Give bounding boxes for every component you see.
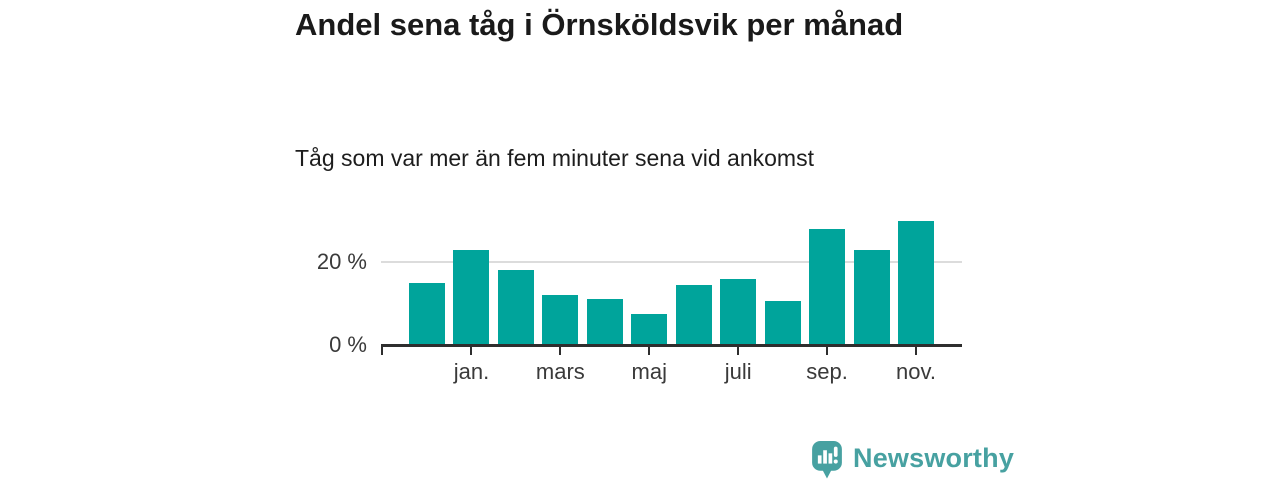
x-tick-label-maj: maj <box>631 359 667 384</box>
x-tick-juli <box>737 347 740 355</box>
x-tick-sep <box>826 347 829 355</box>
x-tick-jan <box>470 347 473 355</box>
bar-okt <box>853 249 890 345</box>
bar-april <box>586 299 623 345</box>
newsworthy-wordmark: Newsworthy <box>853 443 1015 473</box>
x-tick-label-mars: mars <box>535 359 585 384</box>
x-tick-label-sep: sep. <box>806 359 848 384</box>
x-tick-maj <box>648 347 651 355</box>
x-axis-line <box>381 344 962 347</box>
bar-jan <box>453 249 490 345</box>
newsworthy-logo: Newsworthy <box>812 441 1014 479</box>
bar-dec <box>409 282 445 345</box>
plot-area <box>381 210 962 345</box>
chart-subtitle: Tåg som var mer än fem minuter sena vid … <box>295 145 814 171</box>
x-tick-mars <box>559 347 562 355</box>
bar-mars <box>542 295 579 345</box>
y-tick-label-20: 20 % <box>316 249 367 274</box>
gridline-20 <box>381 261 962 263</box>
bar-maj <box>631 313 668 345</box>
bar-sep <box>809 228 846 345</box>
y-tick-label-0: 0 % <box>329 332 367 357</box>
x-axis-ticks: jan. mars maj juli sep. nov. <box>381 347 962 392</box>
newsworthy-chart-bubble-icon <box>812 441 842 479</box>
x-axis-origin-tick <box>381 347 383 355</box>
x-tick-label-jan: jan. <box>453 359 490 384</box>
chart-title: Andel sena tåg i Örnsköldsvik per månad <box>295 7 904 42</box>
bar-nov <box>898 220 934 345</box>
bar-juni <box>675 284 712 345</box>
bar-aug <box>764 301 801 345</box>
bar-juli <box>720 278 757 345</box>
x-tick-nov <box>915 347 917 355</box>
x-tick-label-nov: nov. <box>896 359 936 384</box>
bar-feb <box>497 270 534 345</box>
x-tick-label-juli: juli <box>724 359 752 384</box>
